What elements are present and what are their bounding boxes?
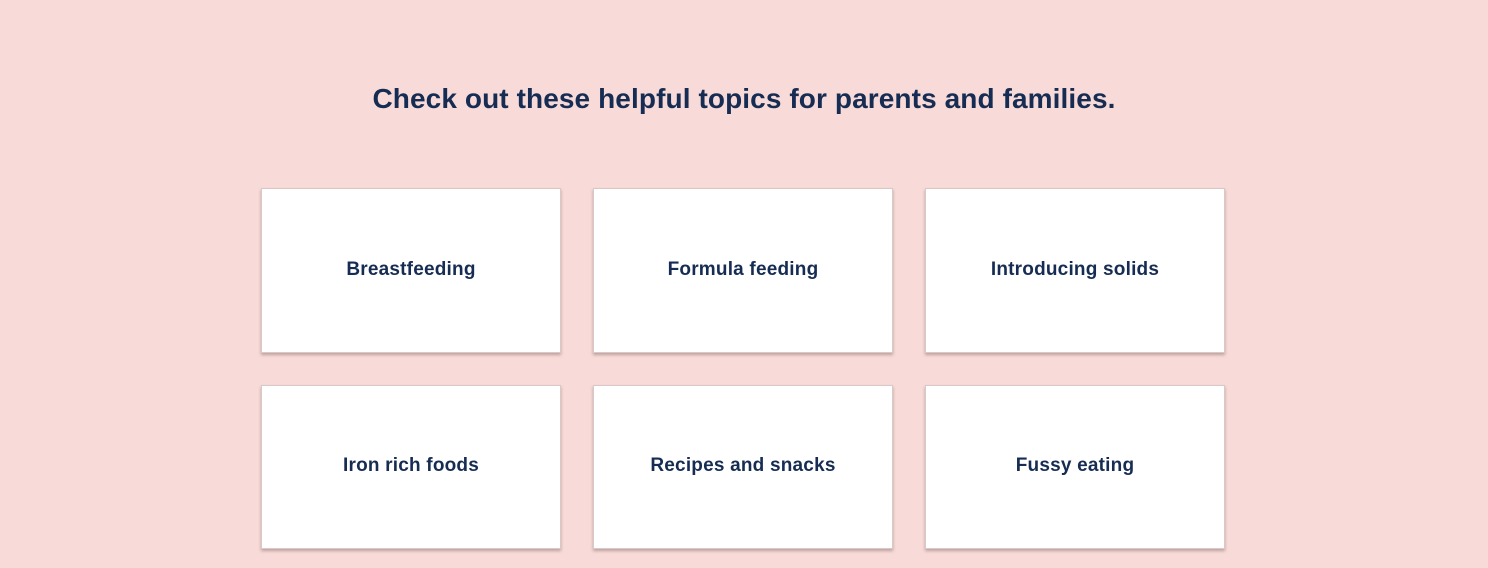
topic-card-label: Formula feeding: [667, 258, 819, 280]
topic-card-recipes-and-snacks[interactable]: Recipes and snacks: [593, 385, 893, 549]
topic-card-introducing-solids[interactable]: Introducing solids: [925, 188, 1225, 353]
topic-card-label: Recipes and snacks: [650, 455, 836, 476]
topic-card-label: Introducing solids: [990, 258, 1160, 280]
topic-card-label: Breastfeeding: [346, 258, 476, 280]
topic-card-formula-feeding[interactable]: Formula feeding: [593, 188, 893, 353]
topic-card-label: Fussy eating: [1015, 455, 1135, 476]
topic-card-label: Iron rich foods: [343, 455, 479, 476]
topics-grid: Breastfeeding Formula feeding Introducin…: [261, 188, 1225, 549]
page-heading: Check out these helpful topics for paren…: [372, 83, 1116, 114]
topic-card-iron-rich-foods[interactable]: Iron rich foods: [261, 385, 561, 549]
topic-card-fussy-eating[interactable]: Fussy eating: [925, 385, 1225, 549]
topic-card-breastfeeding[interactable]: Breastfeeding: [261, 188, 561, 353]
